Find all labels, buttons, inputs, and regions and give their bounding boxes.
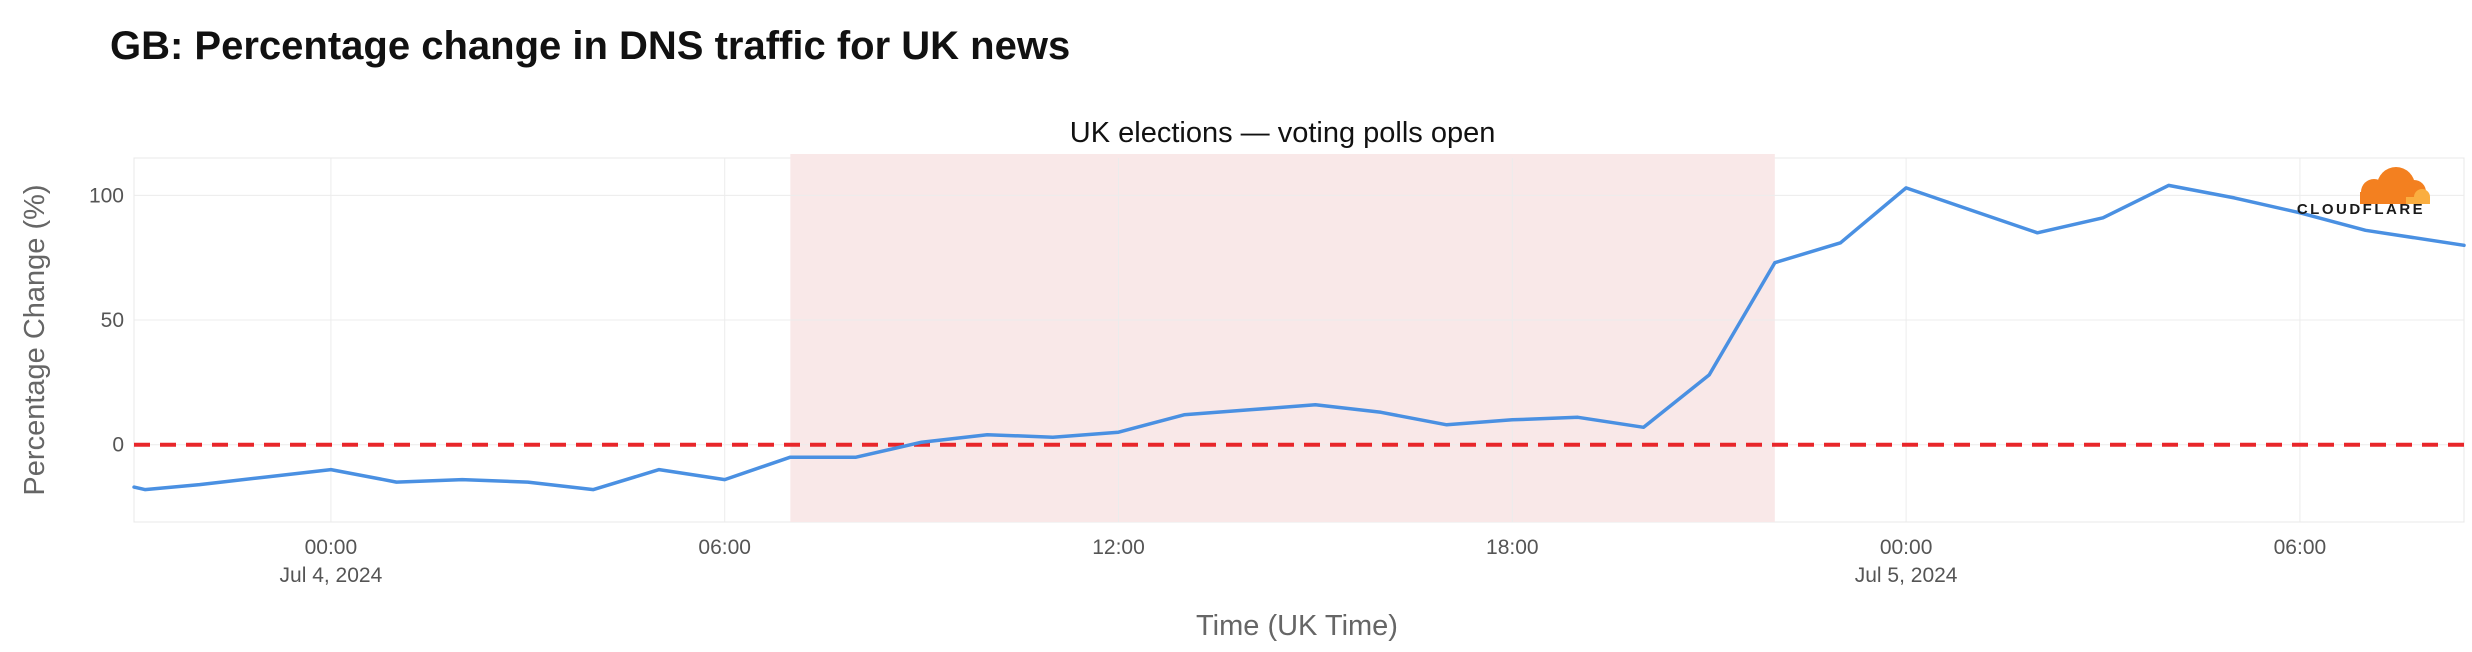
y-tick-label: 0 xyxy=(112,434,124,457)
x-tick-label: 00:00 xyxy=(1880,536,1933,559)
page-title: GB: Percentage change in DNS traffic for… xyxy=(110,24,1071,68)
cloud-icon xyxy=(2360,167,2430,205)
y-tick-label: 100 xyxy=(89,184,124,207)
x-tick-label: 06:00 xyxy=(2274,536,2327,559)
x-tick-date-label: Jul 4, 2024 xyxy=(280,564,383,587)
shaded-region xyxy=(790,154,1775,522)
gridlines xyxy=(134,158,2464,522)
x-tick-label: 12:00 xyxy=(1092,536,1145,559)
shaded-regions: UK elections — voting polls open xyxy=(790,117,1775,522)
x-tick-label: 00:00 xyxy=(305,536,358,559)
x-axis: 00:00 Jul 4, 2024 06:00 12:00 18:00 00:00 Jul … xyxy=(280,536,2327,587)
x-tick-label: 18:00 xyxy=(1486,536,1539,559)
series-lines xyxy=(132,183,2466,492)
shaded-region-label: UK elections — voting polls open xyxy=(1070,117,1496,149)
logo-text: CLOUDFLARE xyxy=(2296,201,2426,218)
cloudflare-logo: CLOUDFLARE xyxy=(2286,164,2436,220)
y-axis: 0 50 100 xyxy=(89,184,124,456)
y-tick-label: 50 xyxy=(101,309,124,332)
series-line xyxy=(132,183,2466,492)
x-tick-label: 06:00 xyxy=(698,536,751,559)
y-axis-label: Percentage Change (%) xyxy=(19,184,51,495)
x-axis-label: Time (UK Time) xyxy=(1196,610,1398,642)
x-tick-date-label: Jul 5, 2024 xyxy=(1855,564,1958,587)
